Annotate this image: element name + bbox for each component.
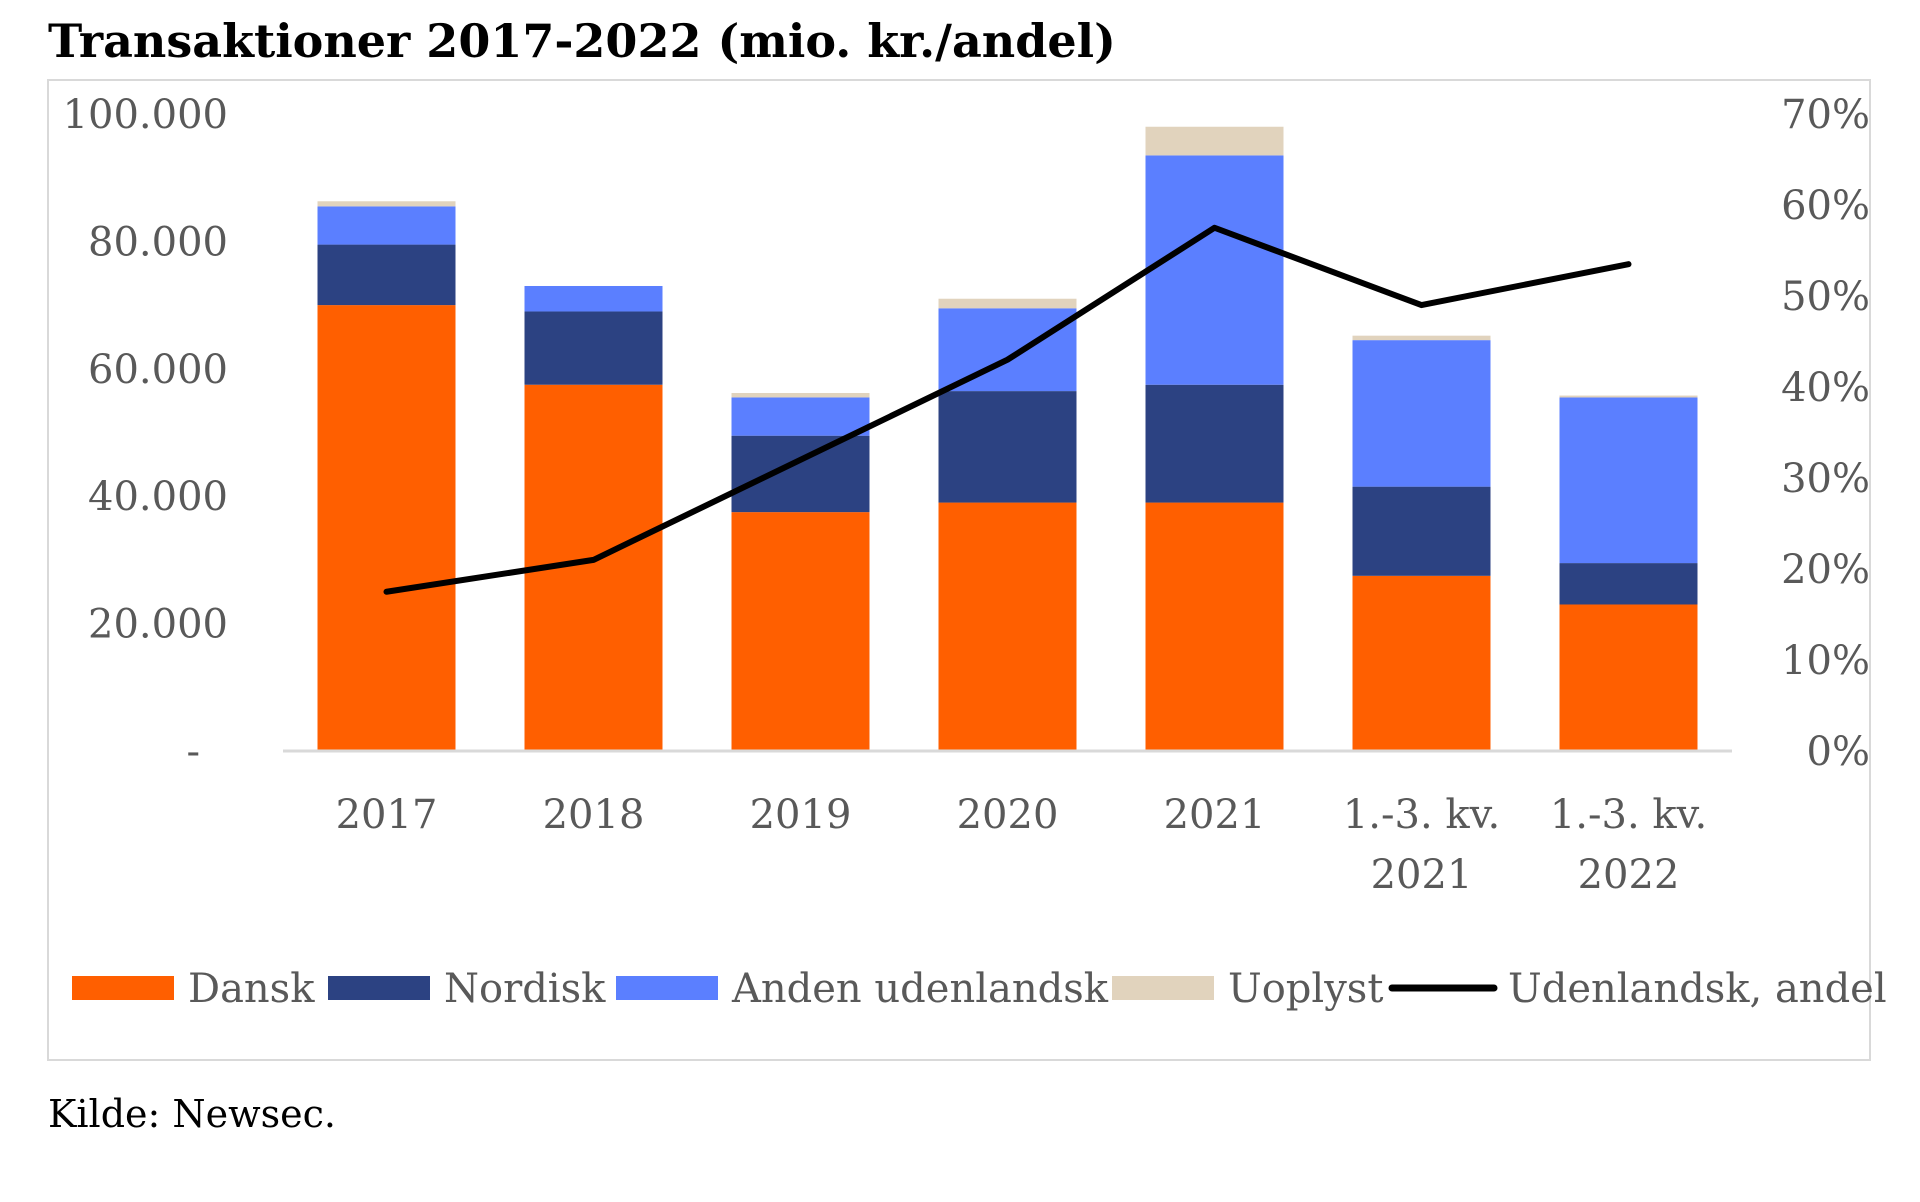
bar-anden-udenlandsk xyxy=(524,285,663,312)
y-right-tick-label: 10% xyxy=(1781,638,1870,684)
y-right-tick-label: 50% xyxy=(1781,274,1870,320)
line-point xyxy=(1419,303,1424,308)
x-tick-label: 2021 xyxy=(1164,792,1266,838)
bar-dansk xyxy=(1145,502,1284,751)
legend-label: Dansk xyxy=(188,966,315,1012)
bar-nordisk xyxy=(524,311,663,385)
bar-uoplyst xyxy=(1352,335,1491,341)
line-point xyxy=(798,457,803,462)
line-point xyxy=(384,589,389,594)
bar-anden-udenlandsk xyxy=(317,206,456,245)
legend-item-uoplyst: Uoplyst xyxy=(1112,966,1383,1012)
bar-nordisk xyxy=(1352,486,1491,576)
bar-nordisk xyxy=(1559,563,1698,605)
line-point xyxy=(1005,357,1010,362)
legend-item-anden-udenlandsk: Anden udenlandsk xyxy=(616,966,1109,1012)
bar-uoplyst xyxy=(1559,395,1698,398)
chart-frame xyxy=(47,79,1871,1061)
legend-swatch xyxy=(328,976,430,1000)
legend-swatch xyxy=(72,976,174,1000)
bar-nordisk xyxy=(317,244,456,306)
x-tick-label: 2018 xyxy=(543,792,645,838)
x-axis: 2017 2018 2019 2020 2021 1.-3. kv. 2021 1.-3. k… xyxy=(336,792,1708,898)
bar-nordisk xyxy=(731,435,870,513)
bar-nordisk xyxy=(938,391,1077,503)
y-axis-left: - 20.000 40.000 60.000 80.000 100.000 xyxy=(63,92,228,775)
y-axis-right: 0% 10% 20% 30% 40% 50% 60% 70% xyxy=(1781,92,1870,775)
share-line xyxy=(383,224,1632,595)
legend-item-nordisk: Nordisk xyxy=(328,966,606,1012)
source-note: Kilde: Newsec. xyxy=(48,1092,337,1136)
y-right-tick-label: 40% xyxy=(1781,365,1870,411)
y-left-tick-label: 60.000 xyxy=(88,347,228,393)
line-point xyxy=(591,557,596,562)
legend-label: Nordisk xyxy=(444,966,606,1012)
bar-anden-udenlandsk xyxy=(1145,155,1284,385)
legend-label: Uoplyst xyxy=(1228,966,1383,1012)
bar-dansk xyxy=(731,512,870,751)
x-tick-label: 2020 xyxy=(957,792,1059,838)
line-point xyxy=(1626,262,1631,267)
x-tick-label: 2019 xyxy=(750,792,852,838)
y-left-tick-label: 20.000 xyxy=(88,602,228,648)
y-right-tick-label: 0% xyxy=(1807,729,1870,775)
bar-anden-udenlandsk xyxy=(731,397,870,436)
y-right-tick-label: 70% xyxy=(1781,92,1870,138)
y-left-tick-label: 80.000 xyxy=(88,219,228,265)
x-tick-label: 2021 xyxy=(1371,852,1473,898)
y-right-tick-label: 30% xyxy=(1781,456,1870,502)
legend-swatch xyxy=(1112,976,1214,1000)
y-left-tick-label: - xyxy=(186,729,200,775)
bar-nordisk xyxy=(1145,384,1284,503)
y-left-tick-label: 100.000 xyxy=(63,92,228,138)
bar-dansk xyxy=(938,502,1077,751)
bar-uoplyst xyxy=(1145,126,1284,156)
y-right-tick-label: 60% xyxy=(1781,183,1870,229)
bar-uoplyst xyxy=(731,393,870,398)
bars xyxy=(317,126,1698,751)
bar-dansk xyxy=(1352,575,1491,751)
legend: Dansk Nordisk Anden udenlandsk Uoplyst Udenl… xyxy=(72,966,1887,1012)
chart-title: Transaktioner 2017-2022 (mio. kr./andel) xyxy=(48,14,1116,68)
legend-label: Anden udenlandsk xyxy=(731,966,1109,1012)
bar-anden-udenlandsk xyxy=(1559,397,1698,564)
x-tick-label: 2017 xyxy=(336,792,438,838)
y-left-tick-label: 40.000 xyxy=(88,474,228,520)
y-right-tick-label: 20% xyxy=(1781,547,1870,593)
legend-label: Udenlandsk, andel xyxy=(1508,966,1887,1012)
bar-uoplyst xyxy=(938,298,1077,309)
bar-dansk xyxy=(1559,604,1698,751)
bar-anden-udenlandsk xyxy=(938,308,1077,392)
bar-uoplyst xyxy=(317,201,456,207)
line-point xyxy=(1212,225,1217,230)
bar-dansk xyxy=(317,305,456,751)
x-tick-label: 2022 xyxy=(1578,852,1680,898)
x-tick-label: 1.-3. kv. xyxy=(1550,792,1707,838)
legend-item-dansk: Dansk xyxy=(72,966,315,1012)
bar-anden-udenlandsk xyxy=(1352,340,1491,487)
legend-item-udenlandsk-andel: Udenlandsk, andel xyxy=(1388,966,1887,1012)
x-tick-label: 1.-3. kv. xyxy=(1343,792,1500,838)
legend-swatch xyxy=(616,976,718,1000)
